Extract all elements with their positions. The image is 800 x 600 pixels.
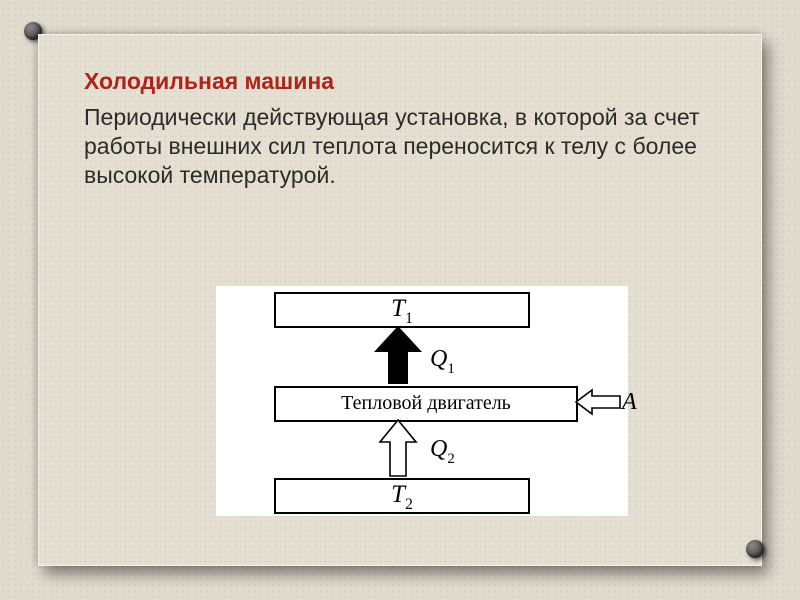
box-t1: T1 bbox=[274, 292, 530, 328]
arrow-work bbox=[576, 390, 620, 414]
pin-bottom-right bbox=[746, 540, 764, 558]
arrow-q2 bbox=[374, 420, 422, 478]
arrow-up-hollow-icon bbox=[380, 420, 416, 476]
diagram: T1 Q1 Тепловой двигатель A Q2 bbox=[216, 286, 628, 516]
box-engine: Тепловой двигатель bbox=[274, 386, 578, 422]
q1-sub: 1 bbox=[447, 361, 454, 377]
t1-sub: 1 bbox=[405, 310, 413, 327]
q2-label: Q2 bbox=[430, 436, 455, 467]
box-t2: T2 bbox=[274, 478, 530, 514]
q1-label: Q1 bbox=[430, 346, 455, 377]
slide-title: Холодильная машина bbox=[84, 68, 716, 95]
t1-symbol: T bbox=[391, 295, 405, 322]
work-label: A bbox=[622, 389, 637, 416]
t2-symbol: T bbox=[391, 481, 405, 508]
q1-symbol: Q bbox=[430, 346, 447, 372]
slide-card: Холодильная машина Периодически действую… bbox=[38, 34, 762, 566]
slide-backdrop: Холодильная машина Периодически действую… bbox=[0, 0, 800, 600]
q2-sub: 2 bbox=[447, 451, 454, 467]
arrow-left-hollow-icon bbox=[576, 390, 620, 414]
arrow-up-filled-icon bbox=[374, 326, 422, 384]
q2-symbol: Q bbox=[430, 436, 447, 462]
slide-description: Периодически действующая установка, в ко… bbox=[84, 103, 716, 189]
t2-sub: 2 bbox=[405, 496, 413, 513]
arrow-q1 bbox=[368, 326, 428, 386]
